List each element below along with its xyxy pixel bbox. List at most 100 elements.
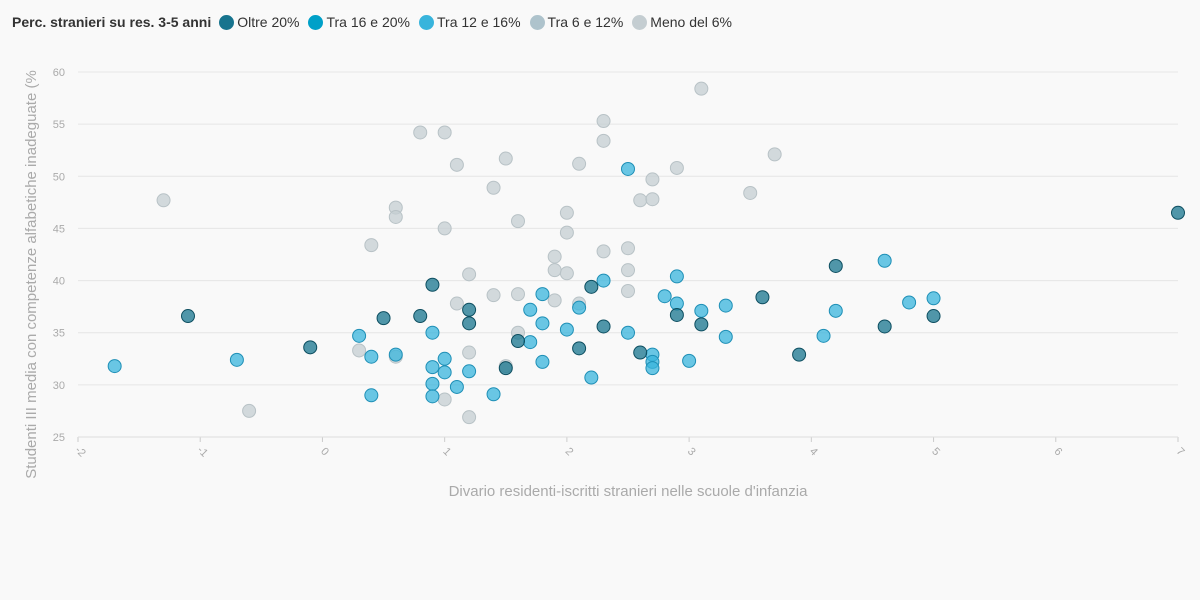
data-point[interactable] — [559, 322, 574, 337]
data-point[interactable] — [1171, 205, 1185, 220]
data-point[interactable] — [559, 205, 574, 220]
data-point[interactable] — [828, 258, 843, 273]
data-point[interactable] — [682, 353, 697, 368]
data-point[interactable] — [352, 343, 367, 358]
data-point[interactable] — [547, 293, 562, 308]
data-point[interactable] — [926, 309, 941, 324]
data-point[interactable] — [462, 410, 477, 425]
data-point[interactable] — [156, 193, 171, 208]
data-point[interactable] — [462, 345, 477, 360]
data-point[interactable] — [755, 290, 770, 305]
data-point[interactable] — [449, 157, 464, 172]
data-point[interactable] — [877, 319, 892, 334]
data-point[interactable] — [523, 335, 538, 350]
legend-item[interactable]: Oltre 20% — [219, 14, 299, 30]
data-point[interactable] — [229, 352, 244, 367]
data-point[interactable] — [669, 269, 684, 284]
data-point[interactable] — [535, 316, 550, 331]
data-point[interactable] — [902, 295, 917, 310]
data-point[interactable] — [572, 156, 587, 171]
data-point[interactable] — [621, 161, 635, 176]
data-point[interactable] — [718, 329, 733, 344]
data-point[interactable] — [596, 273, 611, 288]
data-point[interactable] — [621, 325, 635, 340]
data-point[interactable] — [425, 325, 440, 340]
data-point[interactable] — [242, 403, 257, 418]
data-point[interactable] — [181, 309, 195, 324]
data-point[interactable] — [657, 289, 672, 304]
data-point[interactable] — [523, 302, 538, 317]
legend-item[interactable]: Tra 12 e 16% — [419, 14, 521, 30]
data-point[interactable] — [486, 387, 501, 402]
data-point[interactable] — [462, 267, 477, 282]
data-point[interactable] — [437, 221, 452, 236]
data-point[interactable] — [596, 133, 611, 148]
data-point[interactable] — [584, 370, 599, 385]
data-point[interactable] — [816, 328, 831, 343]
data-point[interactable] — [669, 307, 684, 322]
data-point[interactable] — [437, 351, 452, 366]
data-point[interactable] — [584, 279, 599, 294]
data-point[interactable] — [511, 287, 525, 302]
data-point[interactable] — [596, 114, 611, 129]
data-point[interactable] — [352, 328, 367, 343]
data-point[interactable] — [645, 361, 660, 376]
data-point[interactable] — [449, 379, 464, 394]
data-point[interactable] — [486, 180, 501, 195]
data-point[interactable] — [877, 253, 892, 268]
data-point[interactable] — [388, 209, 403, 224]
data-point[interactable] — [535, 287, 550, 302]
data-point[interactable] — [572, 341, 587, 356]
data-point[interactable] — [437, 365, 452, 380]
data-point[interactable] — [511, 334, 525, 349]
data-point[interactable] — [559, 225, 574, 240]
data-point[interactable] — [413, 309, 428, 324]
data-point[interactable] — [633, 345, 648, 360]
data-point[interactable] — [621, 241, 635, 256]
data-point[interactable] — [498, 151, 513, 166]
data-point[interactable] — [462, 302, 477, 317]
data-point[interactable] — [645, 192, 660, 207]
data-point[interactable] — [547, 249, 562, 264]
data-point[interactable] — [694, 317, 709, 332]
data-point[interactable] — [547, 263, 562, 278]
data-point[interactable] — [767, 147, 782, 162]
data-point[interactable] — [498, 361, 513, 376]
data-point[interactable] — [718, 298, 733, 313]
data-point[interactable] — [694, 81, 709, 96]
data-point[interactable] — [633, 193, 648, 208]
data-point[interactable] — [388, 347, 403, 362]
legend-item[interactable]: Tra 16 e 20% — [308, 14, 410, 30]
data-point[interactable] — [425, 389, 440, 404]
data-point[interactable] — [437, 125, 452, 140]
legend-item[interactable]: Tra 6 e 12% — [529, 14, 623, 30]
data-point[interactable] — [694, 303, 709, 318]
data-point[interactable] — [425, 360, 440, 375]
data-point[interactable] — [792, 347, 807, 362]
data-point[interactable] — [743, 185, 758, 200]
data-point[interactable] — [511, 214, 525, 229]
data-point[interactable] — [572, 300, 587, 315]
data-point[interactable] — [413, 125, 428, 140]
data-point[interactable] — [437, 392, 452, 407]
data-point[interactable] — [645, 172, 660, 187]
legend-item[interactable]: Meno del 6% — [632, 14, 732, 30]
data-point[interactable] — [596, 319, 611, 334]
data-point[interactable] — [364, 388, 379, 403]
data-point[interactable] — [303, 340, 318, 355]
data-point[interactable] — [364, 349, 379, 364]
data-point[interactable] — [621, 284, 635, 298]
data-point[interactable] — [621, 263, 635, 278]
data-point[interactable] — [596, 244, 611, 259]
data-point[interactable] — [425, 376, 440, 391]
data-point[interactable] — [364, 238, 379, 253]
data-point[interactable] — [107, 359, 122, 374]
data-point[interactable] — [926, 291, 941, 306]
data-point[interactable] — [828, 303, 843, 318]
data-point[interactable] — [425, 277, 440, 292]
data-point[interactable] — [376, 311, 391, 326]
data-point[interactable] — [462, 364, 477, 379]
data-point[interactable] — [449, 296, 464, 311]
data-point[interactable] — [669, 160, 684, 175]
data-point[interactable] — [559, 266, 574, 281]
